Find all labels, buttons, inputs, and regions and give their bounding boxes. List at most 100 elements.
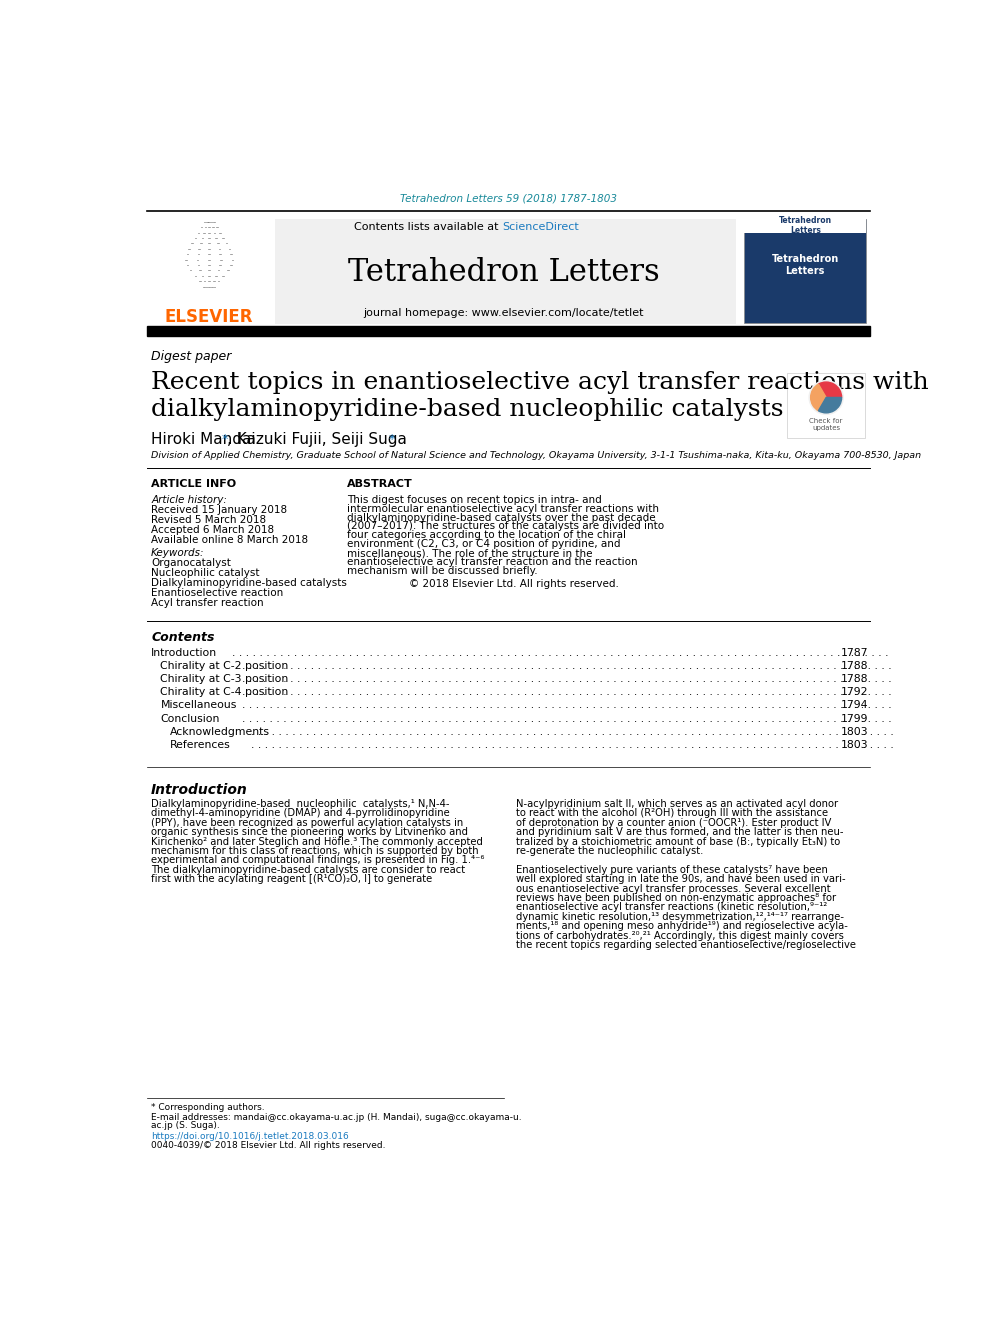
Text: © 2018 Elsevier Ltd. All rights reserved.: © 2018 Elsevier Ltd. All rights reserved… — [409, 579, 618, 589]
FancyBboxPatch shape — [788, 373, 865, 438]
Text: 1803: 1803 — [840, 740, 868, 750]
Text: reviews have been published on non-enzymatic approaches⁸ for: reviews have been published on non-enzym… — [516, 893, 836, 904]
Text: ac.jp (S. Suga).: ac.jp (S. Suga). — [151, 1122, 220, 1130]
Wedge shape — [818, 382, 841, 397]
Wedge shape — [818, 397, 841, 413]
Text: Division of Applied Chemistry, Graduate School of Natural Science and Technology: Division of Applied Chemistry, Graduate … — [151, 451, 922, 460]
Text: ARTICLE INFO: ARTICLE INFO — [151, 479, 236, 488]
FancyBboxPatch shape — [744, 218, 866, 233]
Text: . . . . . . . . . . . . . . . . . . . . . . . . . . . . . . . . . . . . . . . . : . . . . . . . . . . . . . . . . . . . . … — [251, 740, 992, 750]
Text: N-acylpyridinium salt II, which serves as an activated acyl donor: N-acylpyridinium salt II, which serves a… — [516, 799, 838, 810]
Text: tralized by a stoichiometric amount of base (B:, typically Et₃N) to: tralized by a stoichiometric amount of b… — [516, 836, 840, 847]
Text: of deprotonation by a counter anion (⁻OOCR¹). Ester product IV: of deprotonation by a counter anion (⁻OO… — [516, 818, 831, 828]
Text: miscellaneous). The role of the structure in the: miscellaneous). The role of the structur… — [347, 548, 592, 558]
Text: Received 15 January 2018: Received 15 January 2018 — [151, 505, 288, 515]
Text: Acyl transfer reaction: Acyl transfer reaction — [151, 598, 264, 609]
Text: . . . . . . . . . . . . . . . . . . . . . . . . . . . . . . . . . . . . . . . . : . . . . . . . . . . . . . . . . . . . . … — [242, 713, 992, 724]
Text: Tetrahedron Letters: Tetrahedron Letters — [348, 257, 660, 288]
Text: mechanism for this class of reactions, which is supported by both: mechanism for this class of reactions, w… — [151, 845, 479, 856]
Text: Accepted 6 March 2018: Accepted 6 March 2018 — [151, 525, 274, 534]
Text: experimental and computational findings, is presented in Fig. 1.⁴⁻⁶: experimental and computational findings,… — [151, 856, 484, 865]
Text: Dialkylaminopyridine-based catalysts: Dialkylaminopyridine-based catalysts — [151, 578, 347, 587]
Text: enantioselective acyl transfer reactions (kinetic resolution,⁹⁻¹²: enantioselective acyl transfer reactions… — [516, 902, 827, 913]
Text: re-generate the nucleophilic catalyst.: re-generate the nucleophilic catalyst. — [516, 845, 703, 856]
Text: 0040-4039/© 2018 Elsevier Ltd. All rights reserved.: 0040-4039/© 2018 Elsevier Ltd. All right… — [151, 1142, 386, 1151]
Wedge shape — [810, 384, 826, 411]
Text: ous enantioselective acyl transfer processes. Several excellent: ous enantioselective acyl transfer proce… — [516, 884, 830, 893]
Text: first with the acylating reagent [(R¹CO)₂O, I] to generate: first with the acylating reagent [(R¹CO)… — [151, 875, 433, 884]
Text: 1788: 1788 — [840, 662, 868, 671]
Text: This digest focuses on recent topics in intra- and: This digest focuses on recent topics in … — [347, 495, 602, 505]
Text: 1792: 1792 — [840, 688, 868, 697]
Text: E-mail addresses: mandai@cc.okayama-u.ac.jp (H. Mandai), suga@cc.okayama-u.: E-mail addresses: mandai@cc.okayama-u.ac… — [151, 1113, 522, 1122]
Text: Contents: Contents — [151, 631, 214, 644]
Text: Hiroki Mandai: Hiroki Mandai — [151, 433, 261, 447]
Text: Enantioselective reaction: Enantioselective reaction — [151, 587, 284, 598]
Text: Introduction: Introduction — [151, 783, 248, 798]
Text: enantioselective acyl transfer reaction and the reaction: enantioselective acyl transfer reaction … — [347, 557, 638, 566]
Text: (2007–2017). The structures of the catalysts are divided into: (2007–2017). The structures of the catal… — [347, 521, 665, 532]
Text: environment (C2, C3, or C4 position of pyridine, and: environment (C2, C3, or C4 position of p… — [347, 540, 621, 549]
Text: dynamic kinetic resolution,¹³ desymmetrization,¹²,¹⁴⁻¹⁷ rearrange-: dynamic kinetic resolution,¹³ desymmetri… — [516, 912, 844, 922]
Text: Recent topics in enantioselective acyl transfer reactions with: Recent topics in enantioselective acyl t… — [151, 370, 929, 393]
Text: dialkylaminopyridine-based catalysts over the past decade: dialkylaminopyridine-based catalysts ove… — [347, 512, 656, 523]
Text: mechanism will be discussed briefly.: mechanism will be discussed briefly. — [347, 566, 538, 576]
Text: ments,¹⁸ and opening meso anhydride¹⁹) and regioselective acyla-: ments,¹⁸ and opening meso anhydride¹⁹) a… — [516, 921, 848, 931]
Text: . . . . . . . . . . . . . . . . . . . . . . . . . . . . . . . . . . . . . . . . : . . . . . . . . . . . . . . . . . . . . … — [251, 726, 992, 737]
Text: * Corresponding authors.: * Corresponding authors. — [151, 1103, 265, 1111]
Text: tions of carbohydrates.²⁰,²¹ Accordingly, this digest mainly covers: tions of carbohydrates.²⁰,²¹ Accordingly… — [516, 930, 844, 941]
Text: well explored starting in late the 90s, and have been used in vari-: well explored starting in late the 90s, … — [516, 875, 846, 884]
Text: journal homepage: www.elsevier.com/locate/tetlet: journal homepage: www.elsevier.com/locat… — [363, 308, 644, 318]
Text: . . . . . . . . . . . . . . . . . . . . . . . . . . . . . . . . . . . . . . . . : . . . . . . . . . . . . . . . . . . . . … — [232, 648, 992, 658]
Text: Digest paper: Digest paper — [151, 351, 231, 363]
Text: . . . . . . . . . . . . . . . . . . . . . . . . . . . . . . . . . . . . . . . . : . . . . . . . . . . . . . . . . . . . . … — [242, 688, 992, 697]
Text: Conclusion: Conclusion — [161, 713, 220, 724]
Text: ScienceDirect: ScienceDirect — [502, 221, 579, 232]
Text: dimethyl-4-aminopyridine (DMAP) and 4-pyrrolidinopyridine: dimethyl-4-aminopyridine (DMAP) and 4-py… — [151, 808, 450, 819]
Text: four categories according to the location of the chiral: four categories according to the locatio… — [347, 531, 626, 540]
Text: dialkylaminopyridine-based nucleophilic catalysts: dialkylaminopyridine-based nucleophilic … — [151, 397, 784, 421]
Text: Check for
updates: Check for updates — [809, 418, 843, 431]
Text: 1788: 1788 — [840, 675, 868, 684]
Text: 1787: 1787 — [840, 648, 868, 658]
Text: Available online 8 March 2018: Available online 8 March 2018 — [151, 534, 309, 545]
Text: ELSEVIER: ELSEVIER — [165, 308, 254, 325]
Text: Acknowledgments: Acknowledgments — [170, 726, 270, 737]
Text: 1794: 1794 — [840, 700, 868, 710]
Circle shape — [809, 381, 843, 414]
FancyBboxPatch shape — [744, 218, 866, 323]
Text: *: * — [389, 434, 395, 446]
Text: the recent topics regarding selected enantioselective/regioselective: the recent topics regarding selected ena… — [516, 939, 856, 950]
Text: Chirality at C-3 position: Chirality at C-3 position — [161, 675, 289, 684]
Text: Chirality at C-4 position: Chirality at C-4 position — [161, 688, 289, 697]
Text: . . . . . . . . . . . . . . . . . . . . . . . . . . . . . . . . . . . . . . . . : . . . . . . . . . . . . . . . . . . . . … — [242, 675, 992, 684]
Text: Tetrahedron
Letters: Tetrahedron Letters — [779, 216, 831, 235]
Text: Dialkylaminopyridine-based  nucleophilic  catalysts,¹ N,N-4-: Dialkylaminopyridine-based nucleophilic … — [151, 799, 449, 810]
Text: Chirality at C-2 position: Chirality at C-2 position — [161, 662, 289, 671]
Text: . . . . . . . . . . . . . . . . . . . . . . . . . . . . . . . . . . . . . . . . : . . . . . . . . . . . . . . . . . . . . … — [242, 662, 992, 671]
Text: 1799: 1799 — [840, 713, 868, 724]
Text: https://doi.org/10.1016/j.tetlet.2018.03.016: https://doi.org/10.1016/j.tetlet.2018.03… — [151, 1132, 349, 1142]
Text: to react with the alcohol (R²OH) through III with the assistance: to react with the alcohol (R²OH) through… — [516, 808, 828, 819]
Text: Introduction: Introduction — [151, 648, 217, 658]
Text: Tetrahedron Letters 59 (2018) 1787-1803: Tetrahedron Letters 59 (2018) 1787-1803 — [400, 193, 617, 204]
Bar — [147, 325, 870, 336]
Text: Contents lists available at: Contents lists available at — [354, 221, 502, 232]
Text: ABSTRACT: ABSTRACT — [347, 479, 413, 488]
Text: (PPY), have been recognized as powerful acylation catalysts in: (PPY), have been recognized as powerful … — [151, 818, 463, 828]
Text: , Kazuki Fujii, Seiji Suga: , Kazuki Fujii, Seiji Suga — [227, 433, 412, 447]
Text: 1803: 1803 — [840, 726, 868, 737]
Text: . . . . . . . . . . . . . . . . . . . . . . . . . . . . . . . . . . . . . . . . : . . . . . . . . . . . . . . . . . . . . … — [242, 700, 992, 710]
Text: and pyridinium salt V are thus formed, and the latter is then neu-: and pyridinium salt V are thus formed, a… — [516, 827, 843, 837]
Text: Article history:: Article history: — [151, 495, 227, 505]
FancyBboxPatch shape — [275, 218, 736, 324]
Text: Keywords:: Keywords: — [151, 548, 204, 558]
Text: intermolecular enantioselective acyl transfer reactions with: intermolecular enantioselective acyl tra… — [347, 504, 660, 513]
Text: *: * — [221, 434, 228, 446]
Text: Kirichenko² and later Steglich and Höfle.³ The commonly accepted: Kirichenko² and later Steglich and Höfle… — [151, 836, 483, 847]
Text: Miscellaneous: Miscellaneous — [161, 700, 237, 710]
Text: References: References — [170, 740, 230, 750]
Text: organic synthesis since the pioneering works by Litvinenko and: organic synthesis since the pioneering w… — [151, 827, 468, 837]
Text: Tetrahedron
Letters: Tetrahedron Letters — [772, 254, 839, 275]
Text: The dialkylaminopyridine-based catalysts are consider to react: The dialkylaminopyridine-based catalysts… — [151, 865, 465, 875]
